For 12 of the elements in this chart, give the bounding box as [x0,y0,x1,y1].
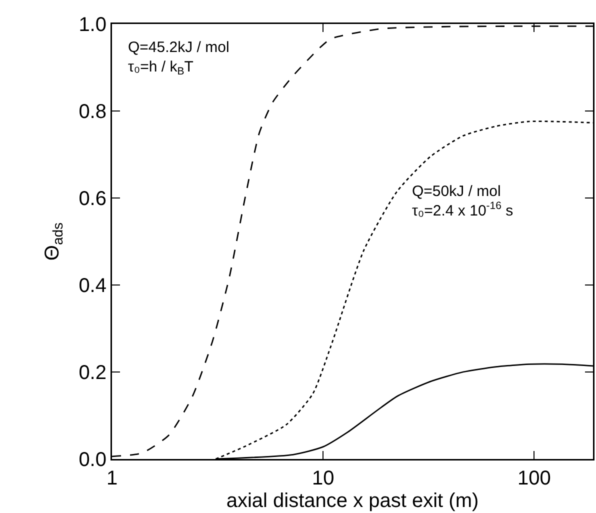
x-tick-label: 1 [106,468,118,490]
annotation: Q=45.2kJ / mol τ₀=h / k$_{B}$T [128,39,230,78]
y-tick-label: 1.0 [78,14,106,36]
x-tick-label: 100 [517,468,551,490]
y-tick-label: 0.8 [78,101,106,123]
annotation: Q=50kJ / mol τ₀=2.4 x 10$^{-16}$ s [412,183,514,220]
y-tick-label: 0.0 [78,449,106,471]
y-tick-label: 0.4 [78,275,106,297]
y-tick-label: 0.6 [78,188,106,210]
x-tick-label: 10 [312,468,334,490]
y-tick-label: 0.2 [78,362,106,384]
x-axis-title: axial distance x past exit (m) [226,490,479,512]
